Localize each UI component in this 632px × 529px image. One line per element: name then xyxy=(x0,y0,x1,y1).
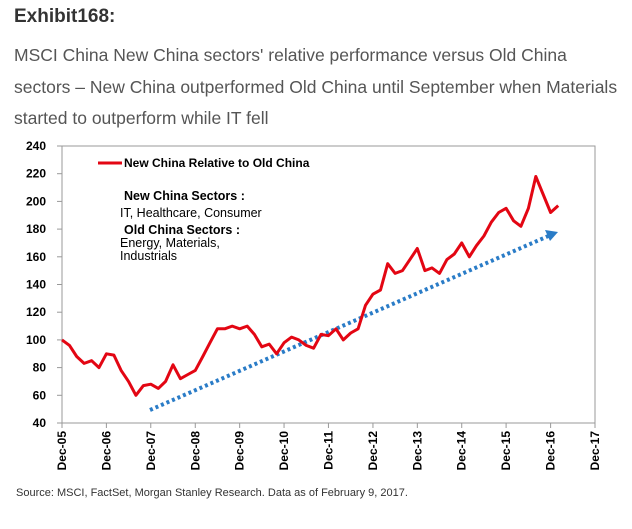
x-tick-label: Dec-06 xyxy=(99,431,113,471)
annotation: IT, Healthcare, Consumer xyxy=(120,206,262,220)
x-tick-label: Dec-17 xyxy=(588,431,602,471)
annotation: Old China Sectors : xyxy=(124,223,240,237)
y-tick-label: 160 xyxy=(26,250,46,264)
y-tick-label: 240 xyxy=(26,139,46,153)
x-tick-label: Dec-13 xyxy=(410,431,424,471)
annotation: Industrials xyxy=(120,249,177,263)
x-tick-label: Dec-14 xyxy=(455,431,469,471)
y-tick-label: 60 xyxy=(33,388,47,402)
y-tick-label: 100 xyxy=(26,333,46,347)
trend-arrow xyxy=(149,232,554,412)
data-line xyxy=(61,175,560,397)
plot-frame xyxy=(61,145,596,424)
annotation: Energy, Materials, xyxy=(120,236,220,250)
x-tick-label: Dec-09 xyxy=(233,431,247,471)
y-tick-label: 40 xyxy=(33,416,47,430)
x-tick-label: Dec-11 xyxy=(321,431,335,470)
subtitle: MSCI China New China sectors' relative p… xyxy=(14,45,618,128)
x-tick-label: Dec-05 xyxy=(55,431,69,471)
y-tick-label: 220 xyxy=(26,167,46,181)
y-tick-label: 120 xyxy=(26,305,46,319)
x-tick-label: Dec-08 xyxy=(188,431,202,471)
y-tick-label: 140 xyxy=(26,278,46,292)
x-tick-label: Dec-07 xyxy=(144,431,158,471)
y-tick-label: 180 xyxy=(26,222,46,236)
annotation: New China Sectors : xyxy=(124,189,245,203)
y-tick-label: 80 xyxy=(33,361,47,375)
x-tick-label: Dec-12 xyxy=(366,431,380,471)
legend-label: New China Relative to Old China xyxy=(124,156,310,170)
x-tick-label: Dec-15 xyxy=(499,431,513,471)
trend-arrowhead xyxy=(545,230,558,241)
title: Exhibit168: xyxy=(14,6,116,27)
x-tick-label: Dec-10 xyxy=(277,431,291,471)
x-tick-label: Dec-16 xyxy=(544,431,558,471)
y-tick-label: 200 xyxy=(26,194,46,208)
source-note: Source: MSCI, FactSet, Morgan Stanley Re… xyxy=(16,487,408,499)
